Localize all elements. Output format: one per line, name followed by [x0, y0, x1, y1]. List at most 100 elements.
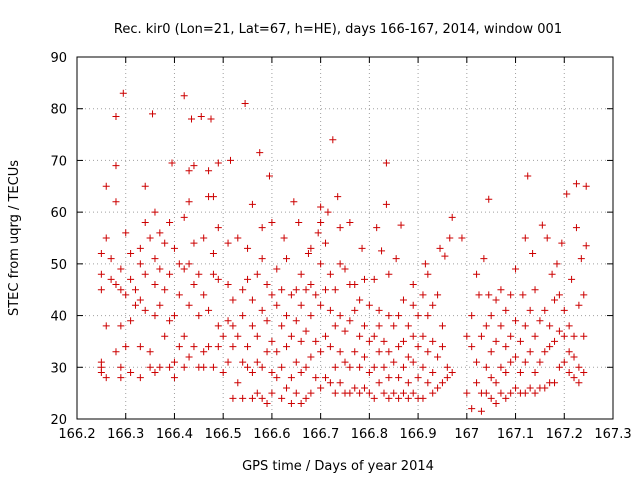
data-point	[287, 332, 295, 340]
data-point	[541, 384, 549, 392]
data-point	[214, 343, 222, 351]
data-point	[382, 200, 390, 208]
data-point	[356, 332, 364, 340]
data-point	[229, 394, 237, 402]
data-point	[263, 281, 271, 289]
x-tick-label: 166.8	[351, 427, 388, 442]
y-axis-tick-labels: 20 30 40 50 60 70 80 90	[50, 51, 67, 428]
data-point	[497, 322, 505, 330]
data-point	[546, 343, 554, 351]
data-point	[531, 332, 539, 340]
data-point	[258, 306, 266, 314]
data-point	[248, 322, 256, 330]
data-point	[409, 358, 417, 366]
data-point	[392, 255, 400, 263]
data-point	[526, 348, 534, 356]
data-point	[168, 159, 176, 167]
data-point	[205, 167, 213, 175]
data-point	[360, 384, 368, 392]
data-point	[492, 399, 500, 407]
data-point	[326, 379, 334, 387]
data-point	[570, 353, 578, 361]
data-point	[317, 348, 325, 356]
x-axis-tick-labels: 166.2 166.3 166.4 166.5 166.6 166.7 166.8 166.9…	[58, 427, 631, 442]
data-point	[375, 306, 383, 314]
data-point	[485, 195, 493, 203]
data-point	[117, 265, 125, 273]
data-point	[292, 317, 300, 325]
data-point	[551, 337, 559, 345]
data-point	[331, 322, 339, 330]
data-point	[239, 394, 247, 402]
data-point	[516, 337, 524, 345]
data-point	[117, 374, 125, 382]
data-point	[575, 363, 583, 371]
data-point	[117, 322, 125, 330]
data-point	[229, 322, 237, 330]
data-point	[151, 368, 159, 376]
data-point	[441, 252, 449, 260]
data-point	[97, 250, 105, 258]
data-point	[551, 296, 559, 304]
data-point	[273, 265, 281, 273]
data-point	[141, 270, 149, 278]
data-point	[219, 368, 227, 376]
data-point	[397, 221, 405, 229]
data-point	[424, 348, 432, 356]
data-point	[570, 374, 578, 382]
data-point	[475, 291, 483, 299]
data-point	[297, 270, 305, 278]
data-point	[531, 286, 539, 294]
data-point	[419, 332, 427, 340]
x-tick-label: 166.7	[302, 427, 339, 442]
x-tick-label: 167.3	[594, 427, 631, 442]
data-point	[485, 291, 493, 299]
data-point	[482, 389, 490, 397]
data-point	[326, 343, 334, 351]
data-point	[112, 348, 120, 356]
data-point	[224, 239, 232, 247]
data-point	[197, 112, 205, 120]
data-point	[253, 389, 261, 397]
data-point	[224, 358, 232, 366]
data-point	[443, 363, 451, 371]
data-point	[512, 265, 520, 273]
data-point	[512, 317, 520, 325]
data-point	[214, 275, 222, 283]
data-point	[295, 218, 303, 226]
data-point	[200, 291, 208, 299]
data-point	[351, 281, 359, 289]
data-point	[531, 389, 539, 397]
data-point	[358, 244, 366, 252]
data-point	[239, 312, 247, 320]
data-point	[127, 368, 135, 376]
data-point	[170, 374, 178, 382]
data-point	[180, 92, 188, 100]
data-point	[312, 291, 320, 299]
data-point	[287, 291, 295, 299]
data-point	[322, 239, 330, 247]
data-point	[548, 270, 556, 278]
data-point	[336, 348, 344, 356]
data-point	[507, 389, 515, 397]
data-point	[307, 244, 315, 252]
data-point	[365, 368, 373, 376]
data-point	[395, 312, 403, 320]
data-point	[565, 348, 573, 356]
data-point	[409, 332, 417, 340]
data-point	[378, 247, 386, 255]
data-point	[438, 379, 446, 387]
data-point	[322, 286, 330, 294]
data-point	[438, 322, 446, 330]
data-point	[200, 363, 208, 371]
data-point	[307, 281, 315, 289]
data-point	[122, 291, 130, 299]
data-point	[526, 306, 534, 314]
data-point	[351, 348, 359, 356]
data-point	[180, 265, 188, 273]
data-point	[317, 301, 325, 309]
data-point	[131, 286, 139, 294]
x-tick-label: 166.2	[58, 427, 95, 442]
data-point	[446, 234, 454, 242]
